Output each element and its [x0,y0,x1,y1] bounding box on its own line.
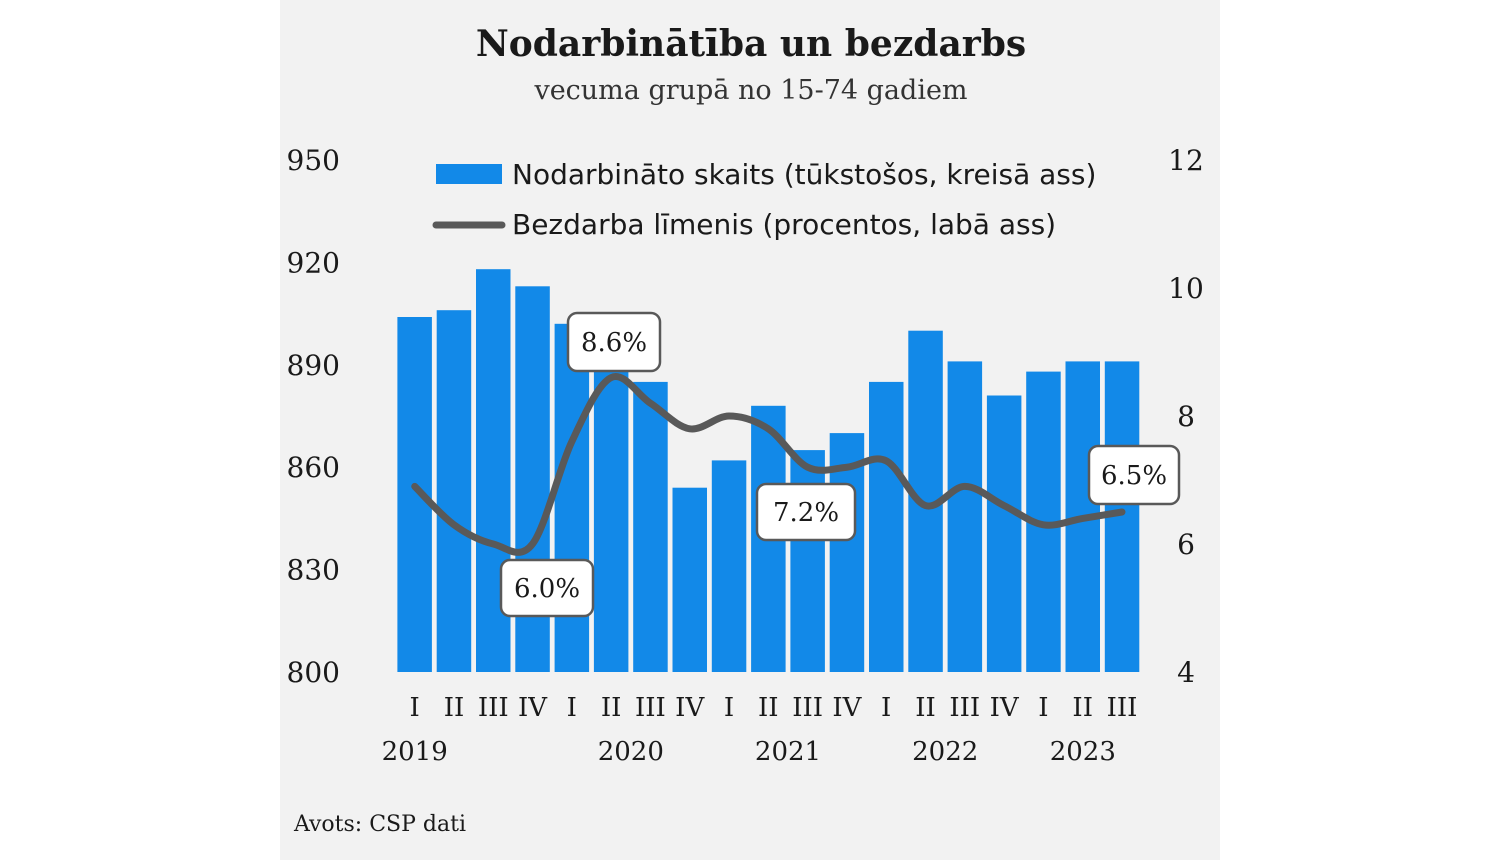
x-tick-label: IV [990,693,1020,723]
left-axis: 800 830 860 890 920 950 [287,144,340,689]
x-tick-label: III [635,693,666,723]
x-tick-label: I [881,693,891,723]
legend-bar-swatch [436,164,502,184]
annotation-label: 8.6% [581,328,647,358]
chart-title: Nodarbinātība un bezdarbs [476,23,1026,65]
legend: Nodarbināto skaits (tūkstošos, kreisā as… [432,158,1096,241]
x-tick-label: I [724,693,734,723]
right-tick-label: 10 [1168,272,1204,305]
left-tick-label: 890 [287,349,340,382]
year-label: 2021 [755,737,821,767]
right-tick-label: 12 [1168,144,1204,177]
chart-panel: Nodarbinātība un bezdarbs vecuma grupā n… [280,0,1220,860]
bar-6 [633,381,668,672]
right-tick-label: 6 [1177,528,1195,561]
x-axis-quarters: I II III IV I II III IV I II III IV I II III IV I II III [410,693,1138,723]
right-axis: 4 6 8 10 12 [1168,144,1204,689]
annotation-box [499,558,595,618]
x-tick-label: IV [518,693,548,723]
annotation-box [566,311,662,373]
year-label: 2023 [1050,737,1116,767]
x-tick-label: IV [832,693,862,723]
x-tick-label: III [949,693,980,723]
year-label: 2020 [598,737,664,767]
year-label: 2022 [912,737,978,767]
right-tick-label: 4 [1177,656,1195,689]
annotation-label: 6.5% [1101,461,1167,491]
unemployment-line [411,373,1126,556]
bar-1 [436,310,472,672]
annotation-label: 6.0% [514,574,580,604]
bar-8 [711,460,747,672]
left-tick-label: 800 [287,656,340,689]
x-tick-label: IV [675,693,705,723]
x-tick-label: II [444,693,465,723]
left-tick-label: 830 [287,554,340,587]
legend-bar-label: Nodarbināto skaits (tūkstošos, kreisā as… [512,158,1096,191]
legend-line-label: Bezdarba līmenis (procentos, labā ass) [512,208,1056,241]
x-tick-label: I [1038,693,1048,723]
bar-12 [869,381,904,672]
source-note: Avots: CSP dati [293,812,466,837]
bar-5 [593,358,629,672]
bar-14 [947,361,983,672]
x-tick-label: II [915,693,936,723]
x-tick-label: II [1072,693,1093,723]
annotations: 8.6% 6.0% 7.2% 6.5% [499,311,1181,618]
bar-4 [554,323,590,672]
x-tick-label: II [758,693,779,723]
annotation-box [1087,444,1181,506]
bar-11 [829,433,865,672]
chart: Nodarbinātība un bezdarbs vecuma grupā n… [287,23,1204,837]
annotation-label: 7.2% [773,498,839,528]
x-tick-label: III [792,693,823,723]
right-tick-label: 8 [1177,400,1195,433]
bar-15 [986,395,1022,672]
left-tick-label: 860 [287,451,340,484]
bar-7 [672,487,707,672]
left-tick-label: 950 [287,144,340,177]
x-tick-label: I [567,693,577,723]
year-label: 2019 [382,737,448,767]
x-tick-label: II [601,693,622,723]
x-tick-label: III [478,693,509,723]
x-tick-label: I [410,693,420,723]
left-tick-label: 920 [287,246,340,279]
chart-subtitle: vecuma grupā no 15-74 gadiem [533,75,967,106]
x-axis-years: 2019 2020 2021 2022 2023 [382,737,1116,767]
x-tick-label: III [1107,693,1138,723]
annotation-box [755,482,857,542]
